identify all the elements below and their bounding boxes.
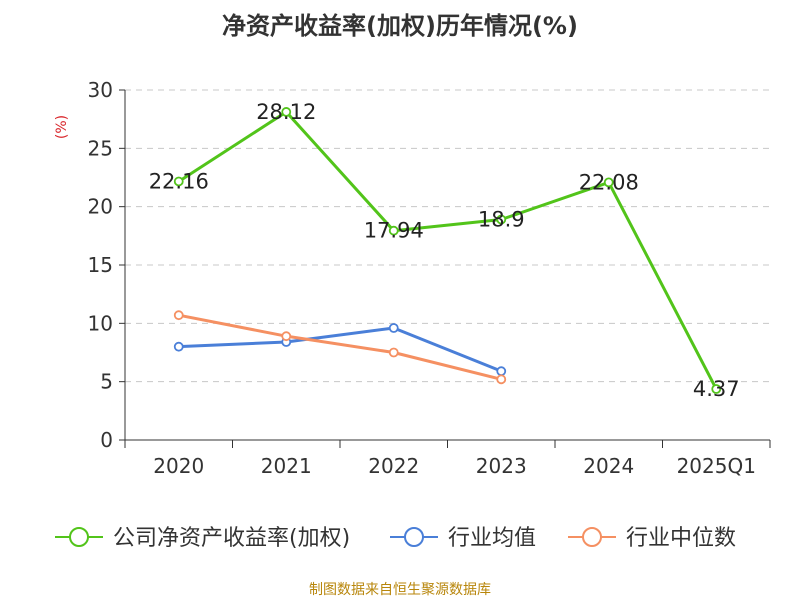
x-tick-label: 2024 — [583, 454, 634, 478]
legend-label: 公司净资产收益率(加权) — [113, 526, 350, 551]
data-point[interactable] — [388, 225, 399, 236]
chart-title: 净资产收益率(加权)历年情况(%) — [222, 12, 578, 40]
y-axis-label: (%) — [54, 115, 70, 139]
data-label: 28.12 — [256, 100, 316, 124]
legend-label: 行业中位数 — [626, 526, 736, 551]
data-point[interactable] — [388, 323, 399, 333]
data-labels: 22.16 28.12 17.94 18.9 22.08 4.37 — [149, 100, 740, 401]
series-0 — [173, 107, 722, 394]
y-tick-label: 10 — [88, 311, 113, 335]
legend-label: 行业均值 — [448, 526, 536, 551]
data-point[interactable] — [496, 214, 507, 225]
data-point[interactable] — [711, 384, 722, 394]
series-line — [178, 326, 502, 373]
legend[interactable]: 公司净资产收益率(加权) 行业均值 行业中位数 — [55, 526, 736, 551]
data-point[interactable] — [281, 331, 292, 342]
data-point[interactable] — [496, 366, 507, 377]
data-point[interactable] — [173, 341, 184, 352]
y-tick-label: 15 — [88, 253, 113, 277]
x-tick-label: 2021 — [261, 454, 312, 478]
data-point[interactable] — [496, 374, 507, 385]
data-label: 22.08 — [579, 170, 639, 194]
axes: 0 5 10 15 20 25 30 2020 2021 2022 2023 2024 2025Q1 — [88, 78, 771, 478]
grid — [125, 89, 770, 383]
data-point[interactable] — [173, 310, 184, 321]
legend-item-2[interactable]: 行业中位数 — [568, 526, 736, 551]
data-point[interactable] — [281, 107, 292, 117]
legend-item-0[interactable]: 公司净资产收益率(加权) — [55, 526, 350, 551]
data-label: 4.37 — [693, 377, 740, 401]
series-group — [173, 107, 722, 394]
y-tick-label: 25 — [88, 136, 113, 160]
data-label: 22.16 — [149, 169, 209, 193]
series-line — [178, 313, 502, 381]
x-tick-label: 2023 — [476, 454, 527, 478]
data-point[interactable] — [173, 176, 184, 187]
data-point[interactable] — [603, 177, 614, 188]
data-label: 17.94 — [364, 219, 424, 243]
x-tick-label: 2020 — [153, 454, 204, 478]
data-label: 18.9 — [478, 208, 525, 232]
y-tick-label: 5 — [100, 370, 113, 394]
y-tick-label: 20 — [88, 195, 113, 219]
x-tick-label: 2025Q1 — [677, 454, 756, 478]
source-footer: 制图数据来自恒生聚源数据库 — [309, 582, 491, 598]
series-line — [177, 110, 718, 390]
legend-item-1[interactable]: 行业均值 — [390, 526, 536, 551]
x-tick-label: 2022 — [368, 454, 419, 478]
data-point[interactable] — [388, 347, 399, 358]
y-tick-label: 0 — [100, 428, 113, 452]
legend-marker — [69, 527, 89, 547]
legend-marker — [582, 527, 602, 547]
legend-marker — [404, 527, 424, 547]
y-tick-label: 30 — [88, 78, 113, 102]
series-2 — [173, 310, 507, 385]
